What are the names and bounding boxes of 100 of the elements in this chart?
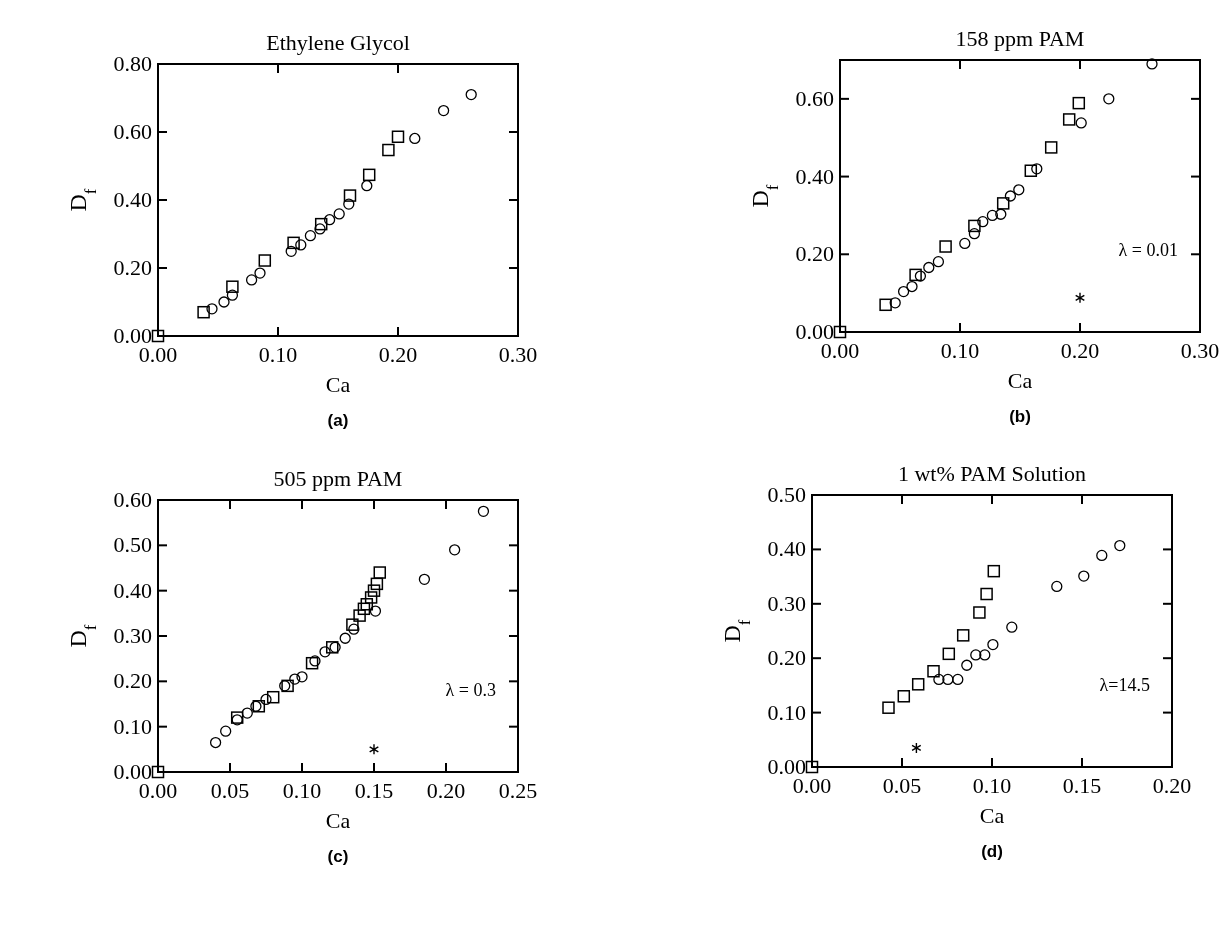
- point: [254, 267, 266, 279]
- point: [151, 765, 165, 779]
- point: [448, 544, 461, 556]
- x-axis-title: Ca: [1007, 368, 1033, 393]
- point: [956, 629, 970, 642]
- point: [932, 256, 945, 268]
- point: [339, 632, 351, 644]
- point: [1062, 113, 1076, 126]
- annotation: λ=14.5: [1099, 674, 1150, 695]
- point: [343, 198, 355, 210]
- point: [906, 280, 918, 293]
- chart-title: 158 ppm PAM: [955, 26, 1085, 51]
- point: [361, 180, 373, 192]
- point: [418, 573, 431, 585]
- x-tick-label: 0.30: [1180, 338, 1220, 363]
- point: [266, 690, 280, 704]
- y-tick-label: 0.40: [795, 163, 834, 189]
- point: [968, 228, 981, 240]
- chart-title: 505 ppm PAM: [273, 466, 403, 491]
- point: [1031, 163, 1043, 175]
- point: [833, 325, 847, 339]
- point: [357, 602, 371, 616]
- point: [296, 671, 308, 683]
- point: [942, 673, 954, 686]
- x-tick-label: 0.00: [138, 342, 178, 367]
- point: [996, 197, 1010, 210]
- y-tick-label: 0.60: [113, 119, 152, 144]
- point: [287, 236, 300, 250]
- point: [226, 280, 239, 293]
- point: [977, 216, 989, 228]
- point: [970, 649, 982, 661]
- point: [923, 261, 935, 274]
- point: [382, 143, 395, 157]
- point: [368, 743, 380, 756]
- point: [260, 693, 272, 706]
- point: [1051, 580, 1063, 593]
- point: [914, 270, 927, 282]
- point: [373, 566, 387, 579]
- point: [961, 659, 973, 671]
- y-tick-label: 0.10: [767, 699, 806, 725]
- point: [250, 700, 262, 712]
- point: [206, 303, 218, 315]
- x-tick-label: 0.10: [282, 778, 322, 803]
- point: [218, 296, 230, 308]
- point: [314, 217, 328, 231]
- point: [409, 132, 421, 145]
- point: [319, 646, 331, 658]
- x-tick-label: 0.15: [354, 778, 394, 803]
- point: [465, 88, 477, 101]
- point: [909, 268, 922, 282]
- point: [879, 298, 892, 312]
- x-tick-label: 0.05: [210, 778, 250, 803]
- y-tick-label: 0.20: [795, 241, 834, 267]
- point: [897, 285, 910, 298]
- text: (a): [327, 411, 349, 430]
- point: [1114, 539, 1126, 552]
- y-tick-label: 0.30: [113, 623, 152, 648]
- point: [364, 591, 378, 604]
- point: [1044, 141, 1058, 154]
- x-tick-label: 0.20: [426, 778, 466, 803]
- point: [933, 673, 945, 686]
- point: [805, 760, 819, 774]
- y-tick-label: 0.10: [113, 713, 152, 739]
- point: [437, 104, 450, 117]
- point: [305, 656, 319, 670]
- x-tick-label: 0.15: [1062, 773, 1102, 798]
- point: [252, 700, 266, 713]
- point: [369, 605, 382, 617]
- y-tick-label: 0.20: [767, 645, 806, 671]
- point: [329, 641, 341, 653]
- x-axis-title: Ca: [325, 372, 351, 397]
- point: [995, 208, 1007, 220]
- point: [1072, 96, 1086, 110]
- point: [952, 673, 964, 686]
- point: [343, 189, 357, 202]
- x-axis-title: Ca: [325, 808, 351, 833]
- x-tick-label: 0.00: [138, 778, 178, 803]
- x-tick-label: 0.10: [940, 338, 980, 363]
- point: [942, 647, 956, 661]
- point: [1146, 58, 1158, 70]
- point: [323, 214, 336, 226]
- point: [987, 638, 999, 651]
- point: [1103, 93, 1115, 105]
- point: [362, 168, 376, 182]
- x-tick-label: 0.20: [378, 342, 418, 367]
- chart-title: Ethylene Glycol: [266, 30, 410, 55]
- point: [889, 297, 901, 309]
- point: [911, 678, 925, 691]
- x-tick-label: 0.25: [498, 778, 538, 803]
- point: [979, 649, 991, 661]
- y-tick-label: 0.20: [113, 255, 152, 280]
- point: [1004, 190, 1017, 202]
- annotation: λ = 0.3: [445, 679, 496, 700]
- point: [968, 219, 981, 233]
- point: [477, 505, 490, 517]
- point: [882, 701, 895, 714]
- x-tick-label: 0.20: [1060, 338, 1100, 363]
- point: [1024, 164, 1038, 177]
- point: [220, 725, 232, 737]
- point: [980, 587, 993, 601]
